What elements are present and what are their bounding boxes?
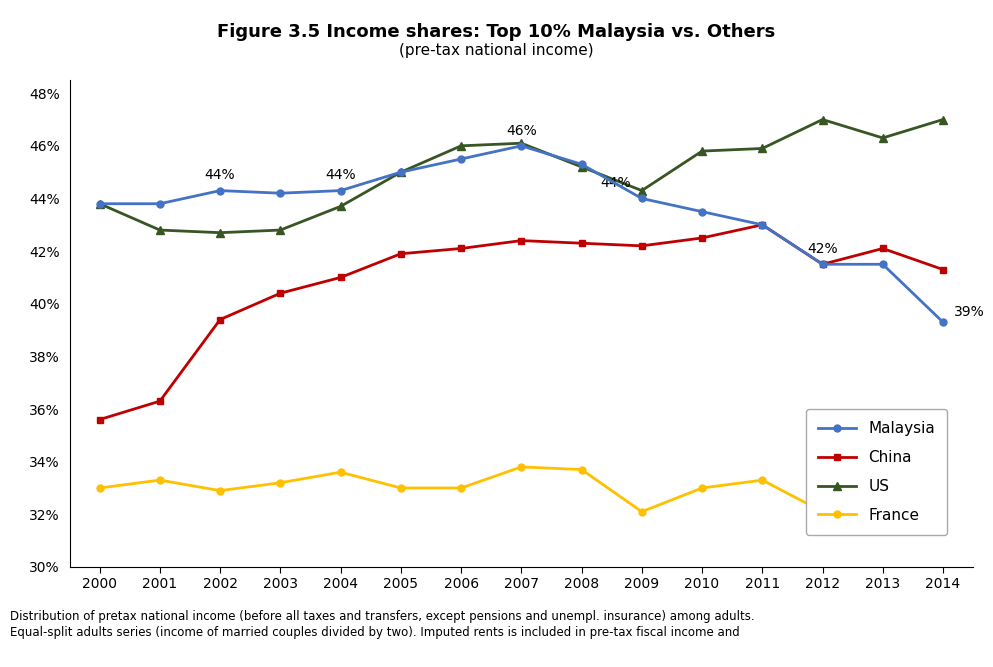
Text: 44%: 44% bbox=[326, 168, 355, 182]
Malaysia bbox=[757, 221, 769, 229]
China bbox=[395, 249, 407, 257]
China bbox=[877, 245, 889, 253]
China bbox=[576, 239, 588, 247]
China bbox=[696, 234, 708, 242]
China bbox=[93, 416, 105, 424]
France bbox=[515, 463, 527, 471]
Malaysia bbox=[335, 187, 347, 195]
Text: 44%: 44% bbox=[205, 168, 235, 182]
Malaysia bbox=[816, 260, 828, 268]
France bbox=[636, 508, 647, 516]
France bbox=[816, 508, 828, 516]
China bbox=[515, 237, 527, 245]
Text: Figure 3.5 Income shares: Top 10% Malaysia vs. Others: Figure 3.5 Income shares: Top 10% Malays… bbox=[217, 23, 776, 41]
Malaysia bbox=[636, 195, 647, 203]
US bbox=[636, 187, 647, 195]
China bbox=[636, 242, 647, 250]
Legend: Malaysia, China, US, France: Malaysia, China, US, France bbox=[805, 410, 947, 535]
France bbox=[937, 492, 949, 500]
US bbox=[93, 199, 105, 207]
Line: Malaysia: Malaysia bbox=[96, 142, 946, 325]
Malaysia bbox=[877, 260, 889, 268]
Line: US: US bbox=[95, 115, 947, 237]
Malaysia bbox=[937, 318, 949, 326]
China bbox=[455, 245, 467, 253]
China bbox=[214, 315, 226, 323]
US bbox=[576, 163, 588, 171]
US bbox=[455, 142, 467, 150]
China bbox=[757, 221, 769, 229]
US bbox=[816, 115, 828, 123]
France bbox=[877, 492, 889, 500]
Text: 46%: 46% bbox=[506, 123, 536, 137]
Malaysia bbox=[696, 207, 708, 215]
US bbox=[274, 226, 286, 234]
Text: 39%: 39% bbox=[954, 305, 985, 319]
US bbox=[154, 226, 166, 234]
Malaysia bbox=[154, 199, 166, 207]
Line: China: China bbox=[96, 221, 946, 423]
US bbox=[757, 145, 769, 153]
France bbox=[335, 468, 347, 476]
France bbox=[274, 479, 286, 487]
France bbox=[395, 484, 407, 492]
US bbox=[877, 134, 889, 142]
Text: 42%: 42% bbox=[807, 242, 838, 256]
Malaysia bbox=[576, 160, 588, 168]
Malaysia bbox=[93, 199, 105, 207]
US bbox=[515, 139, 527, 147]
France bbox=[576, 466, 588, 474]
France bbox=[696, 484, 708, 492]
US bbox=[335, 202, 347, 210]
Text: 44%: 44% bbox=[600, 176, 631, 190]
Malaysia bbox=[515, 142, 527, 150]
Text: Distribution of pretax national income (before all taxes and transfers, except p: Distribution of pretax national income (… bbox=[10, 610, 755, 623]
US bbox=[937, 115, 949, 123]
China bbox=[274, 289, 286, 297]
China bbox=[335, 273, 347, 281]
Malaysia bbox=[455, 155, 467, 163]
Text: (pre-tax national income): (pre-tax national income) bbox=[399, 43, 594, 58]
France bbox=[154, 476, 166, 484]
Line: France: France bbox=[96, 464, 946, 515]
France bbox=[93, 484, 105, 492]
Malaysia bbox=[214, 187, 226, 195]
US bbox=[696, 147, 708, 155]
France bbox=[214, 487, 226, 495]
Malaysia bbox=[274, 189, 286, 197]
China bbox=[816, 260, 828, 268]
France bbox=[757, 476, 769, 484]
France bbox=[455, 484, 467, 492]
Text: Equal-split adults series (income of married couples divided by two). Imputed re: Equal-split adults series (income of mar… bbox=[10, 626, 740, 638]
Malaysia bbox=[395, 168, 407, 176]
US bbox=[214, 229, 226, 237]
China bbox=[154, 397, 166, 405]
US bbox=[395, 168, 407, 176]
China bbox=[937, 265, 949, 273]
